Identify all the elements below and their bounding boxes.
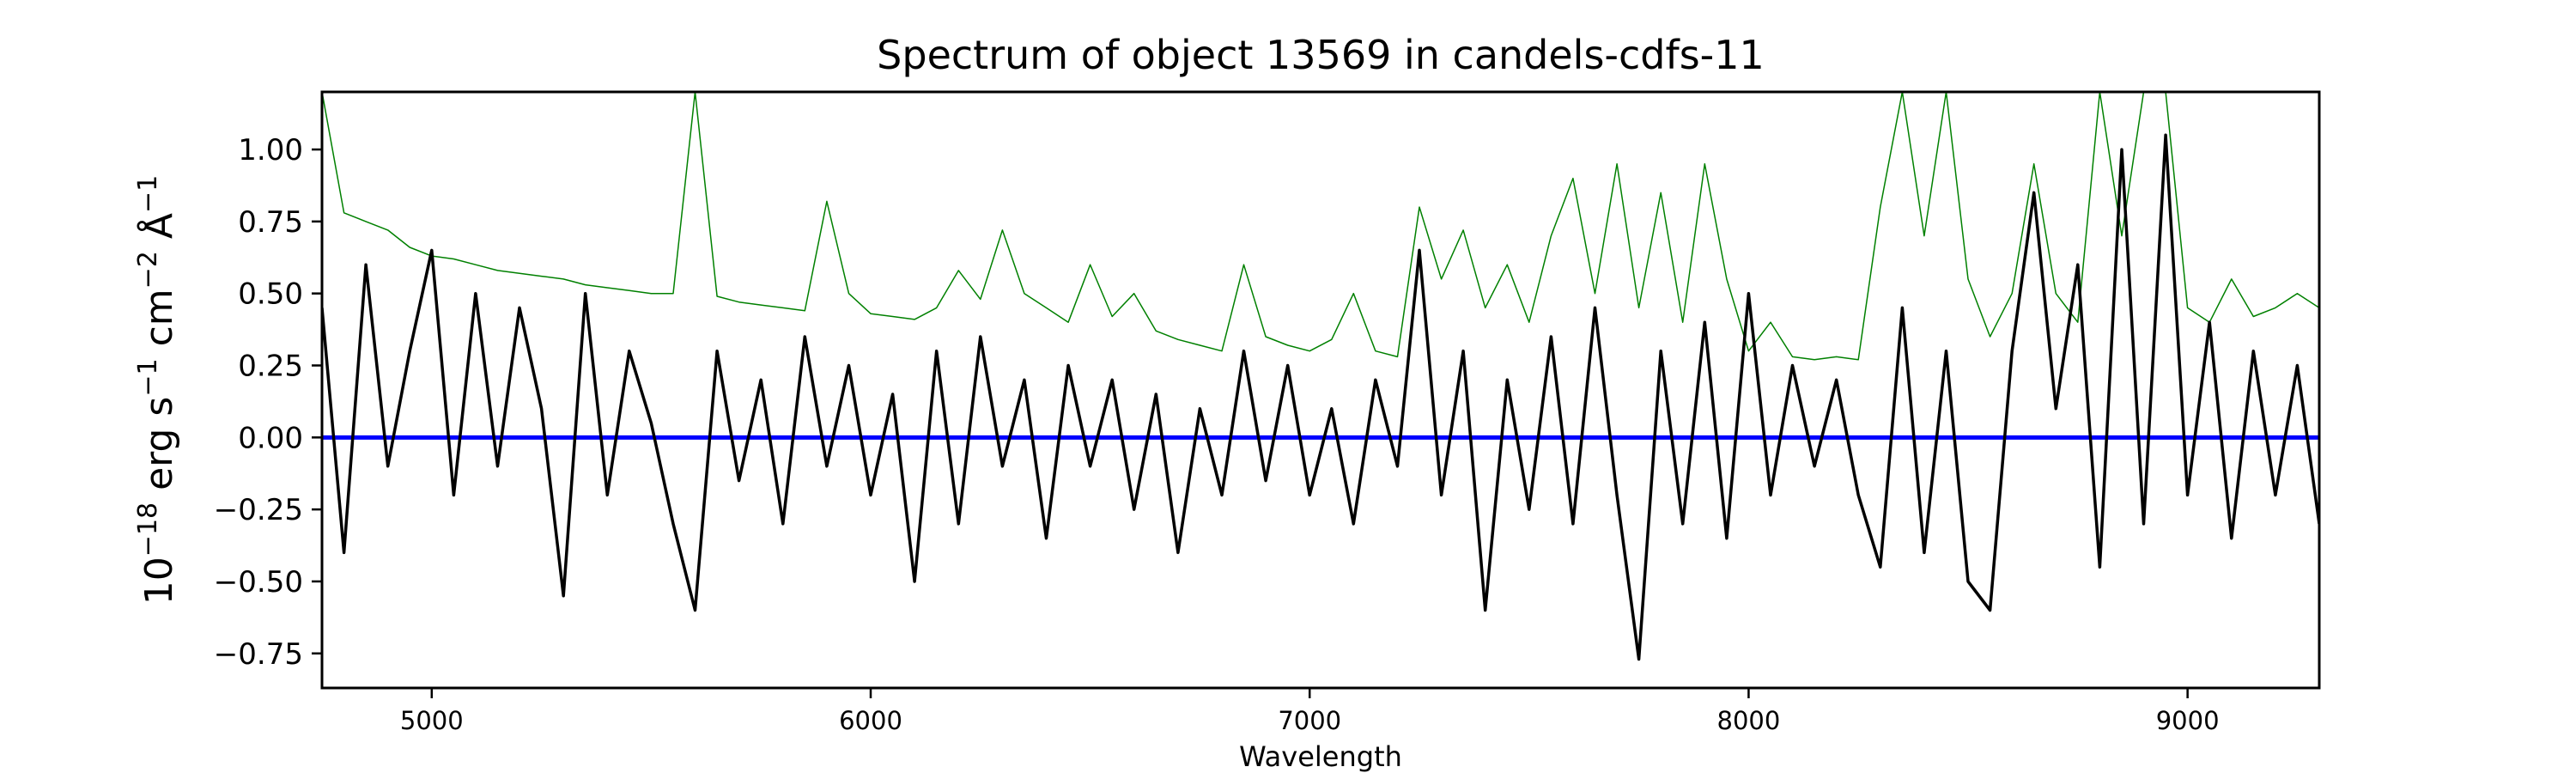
- y-tick-label: 0.50: [238, 277, 303, 312]
- y-tick-label: −0.25: [214, 493, 303, 527]
- x-axis-label: Wavelength: [1239, 740, 1402, 773]
- x-tick-label: 7000: [1278, 706, 1341, 735]
- y-tick-label: −0.75: [214, 637, 303, 672]
- y-tick-label: 0.25: [238, 350, 303, 384]
- series-error-line: [322, 92, 2319, 361]
- chart-title: Spectrum of object 13569 in candels-cdfs…: [877, 32, 1765, 78]
- y-tick-label: −0.50: [214, 565, 303, 600]
- y-tick-label: 1.00: [238, 133, 303, 167]
- y-tick-label: 0.00: [238, 421, 303, 455]
- x-tick-label: 9000: [2156, 706, 2220, 735]
- x-tick-label: 8000: [1717, 706, 1781, 735]
- series-flux-line: [322, 133, 2319, 661]
- x-tick-label: 5000: [400, 706, 464, 735]
- x-tick-label: 6000: [839, 706, 902, 735]
- y-axis-label: 10−18 erg s−1 cm−2 Å−1: [133, 175, 181, 605]
- plot-frame: [320, 90, 2321, 690]
- y-tick-label: 0.75: [238, 205, 303, 240]
